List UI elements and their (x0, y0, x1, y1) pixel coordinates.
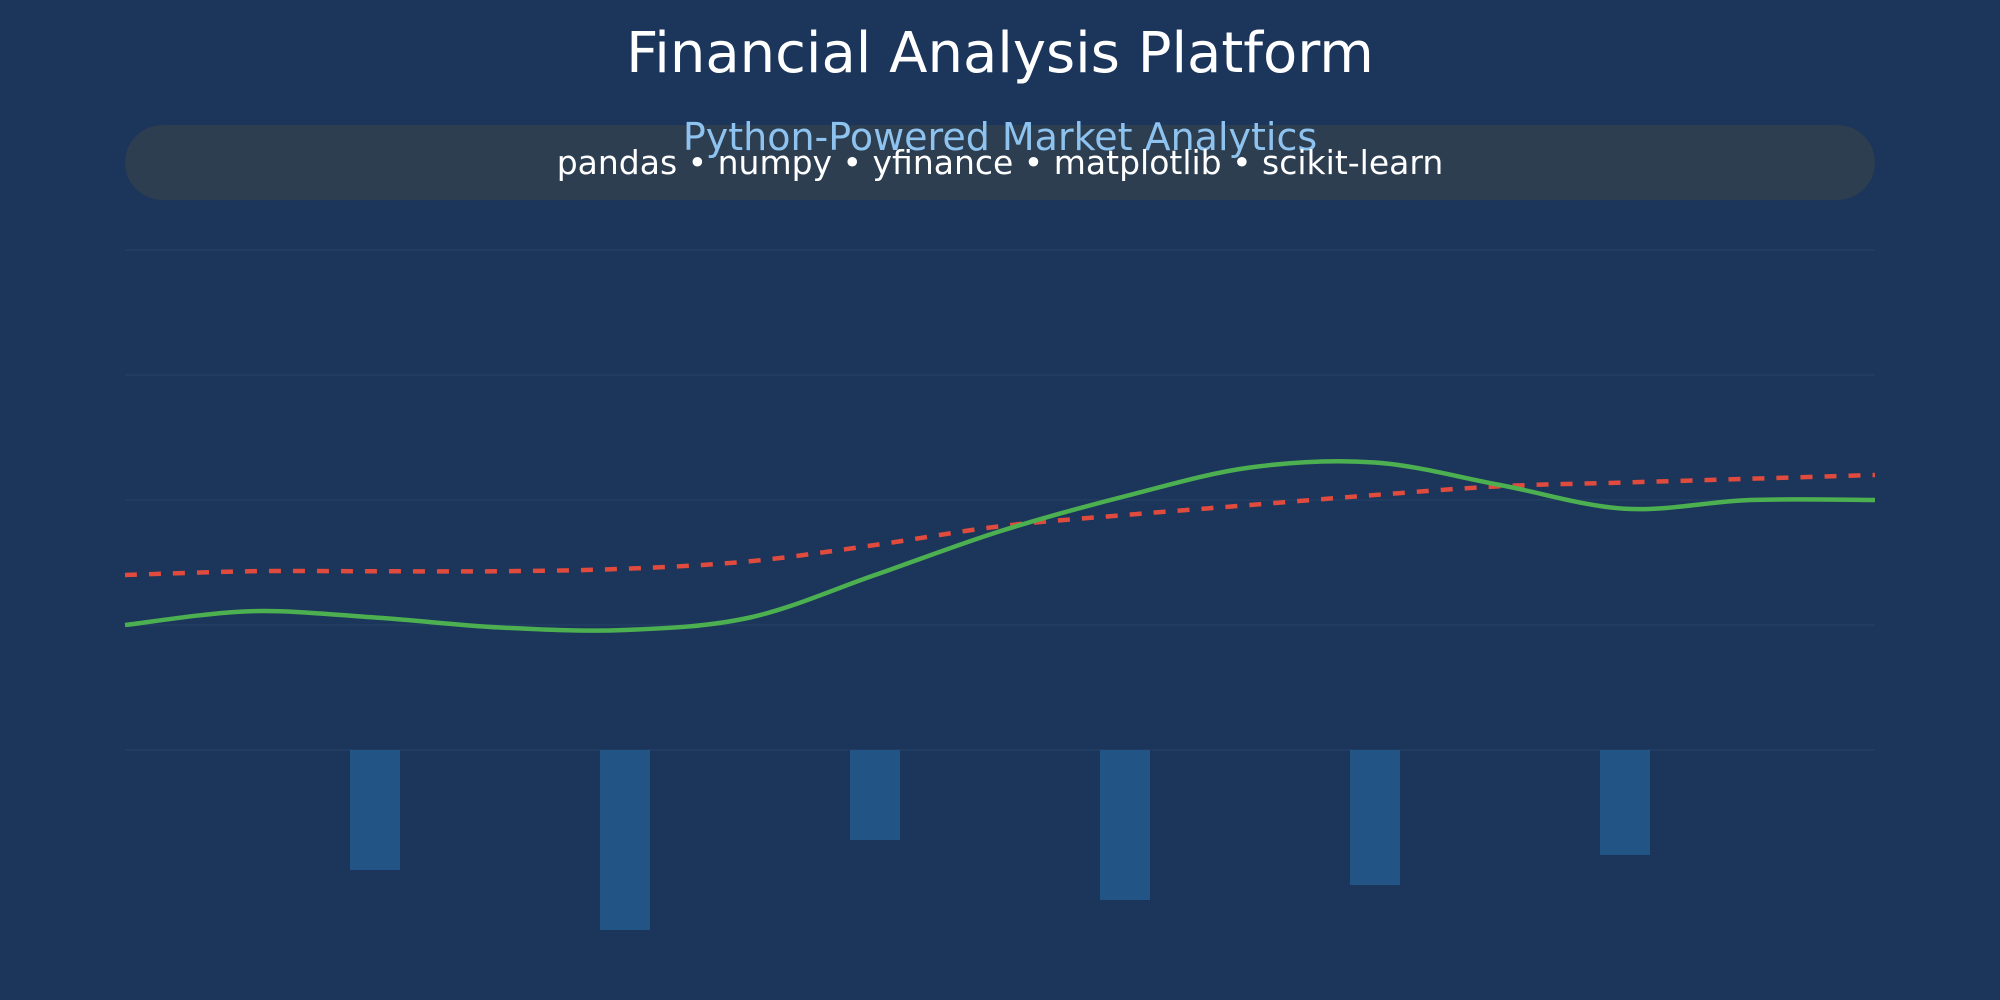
library-list: pandas • numpy • yfinance • matplotlib •… (556, 143, 1444, 182)
volume-bar (850, 750, 900, 840)
volume-bar (1600, 750, 1650, 855)
header-banner (125, 125, 1875, 200)
page-subtitle: Python-Powered Market Analytics (682, 115, 1318, 159)
page-title: Financial Analysis Platform (626, 21, 1374, 86)
volume-bar (1100, 750, 1150, 900)
volume-bar (1350, 750, 1400, 885)
volume-bar (600, 750, 650, 930)
trend-line (124, 472, 1876, 578)
volume-bar (350, 750, 400, 870)
price-line (124, 458, 1876, 633)
